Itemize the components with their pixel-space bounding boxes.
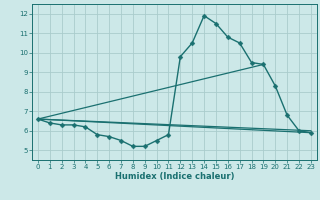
X-axis label: Humidex (Indice chaleur): Humidex (Indice chaleur)	[115, 172, 234, 181]
